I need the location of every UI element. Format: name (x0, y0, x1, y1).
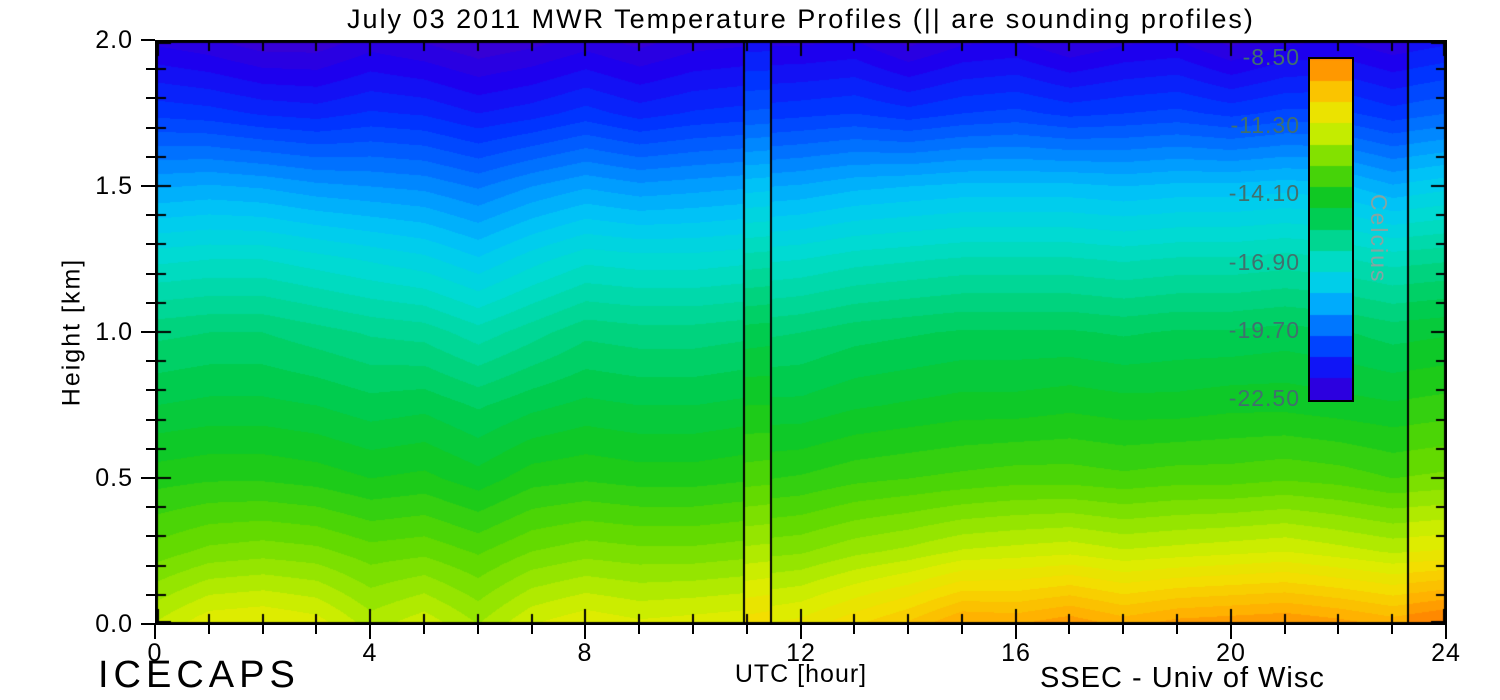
x-axis-tick (584, 625, 586, 639)
x-axis-tick (1337, 625, 1339, 634)
x-axis-tick (638, 625, 640, 634)
x-axis-tick (853, 625, 855, 634)
y-tick-label: 0.5 (95, 464, 133, 492)
y-tick-label: 0.0 (95, 610, 133, 638)
plot-area: 0 4 8 12 16 20 24 2.0 1.5 1.0 0.5 0.0 (95, 26, 1460, 667)
x-axis-tick (800, 625, 802, 639)
y-axis-tick (146, 97, 155, 99)
x-axis-tick (1122, 625, 1124, 634)
y-axis-tick (141, 331, 155, 333)
x-axis-label: UTC [hour] (734, 660, 868, 688)
y-axis-tick (146, 214, 155, 216)
x-axis-tick (1068, 625, 1070, 634)
x-tick-label: 16 (1001, 639, 1031, 667)
y-axis-tick (146, 273, 155, 275)
y-axis-tick (141, 623, 155, 625)
x-axis-tick (1391, 625, 1393, 634)
x-axis-tick (208, 625, 210, 634)
colorbar-tick-label: -22.50 (1228, 385, 1300, 411)
y-axis-tick (146, 68, 155, 70)
x-axis-tick (154, 625, 156, 639)
y-axis-tick (146, 594, 155, 596)
y-tick-label: 1.5 (95, 172, 133, 200)
credit-text: SSEC - Univ of Wisc (1040, 662, 1325, 694)
y-axis-tick (146, 389, 155, 391)
x-tick-label: 24 (1431, 639, 1461, 667)
x-axis-tick (423, 625, 425, 634)
colorbar-tick-label: -16.90 (1228, 249, 1300, 275)
x-axis-tick (315, 625, 317, 634)
x-axis-tick (369, 625, 371, 639)
x-axis-tick (907, 625, 909, 634)
x-axis-tick (1445, 625, 1447, 639)
colorbar-tick-label: -19.70 (1228, 317, 1300, 343)
x-axis-tick (262, 625, 264, 634)
x-tick-label: 0 (147, 639, 163, 667)
x-axis-tick (1176, 625, 1178, 634)
x-axis-tick (961, 625, 963, 634)
x-tick-label: 20 (1216, 639, 1246, 667)
y-axis-tick (146, 506, 155, 508)
y-axis-tick (146, 243, 155, 245)
colorbar-title: Celcius (1366, 194, 1392, 284)
y-axis-tick (146, 156, 155, 158)
y-tick-label: 1.0 (95, 318, 133, 346)
y-axis-tick (146, 535, 155, 537)
x-axis-tick (746, 625, 748, 634)
colorbar-tick-label: -14.10 (1228, 180, 1300, 206)
project-name: ICECAPS (98, 654, 300, 696)
y-axis-tick (141, 185, 155, 187)
y-axis-tick (141, 477, 155, 479)
x-axis-tick (531, 625, 533, 634)
heatmap-canvas (155, 40, 1447, 625)
x-axis-tick (692, 625, 694, 634)
x-axis-tick (1015, 625, 1017, 639)
colorbar-tick-label: -8.50 (1242, 44, 1300, 70)
y-axis-tick (146, 565, 155, 567)
colorbar-canvas (1310, 59, 1352, 400)
x-tick-label: 12 (786, 639, 816, 667)
x-axis-tick (477, 625, 479, 634)
chart-title: July 03 2011 MWR Temperature Profiles (|… (347, 4, 1255, 34)
x-axis-tick (1230, 625, 1232, 639)
y-tick-label: 2.0 (95, 26, 133, 54)
x-tick-label: 8 (577, 639, 593, 667)
colorbar-tick-label: -11.30 (1230, 112, 1300, 138)
x-tick-label: 4 (362, 639, 378, 667)
y-axis-tick (146, 302, 155, 304)
y-axis-tick (146, 448, 155, 450)
x-axis-tick (1284, 625, 1286, 634)
y-axis-tick (146, 360, 155, 362)
y-axis-tick (146, 127, 155, 129)
colorbar (1308, 57, 1354, 402)
y-axis-tick (141, 39, 155, 41)
y-axis-tick (146, 419, 155, 421)
